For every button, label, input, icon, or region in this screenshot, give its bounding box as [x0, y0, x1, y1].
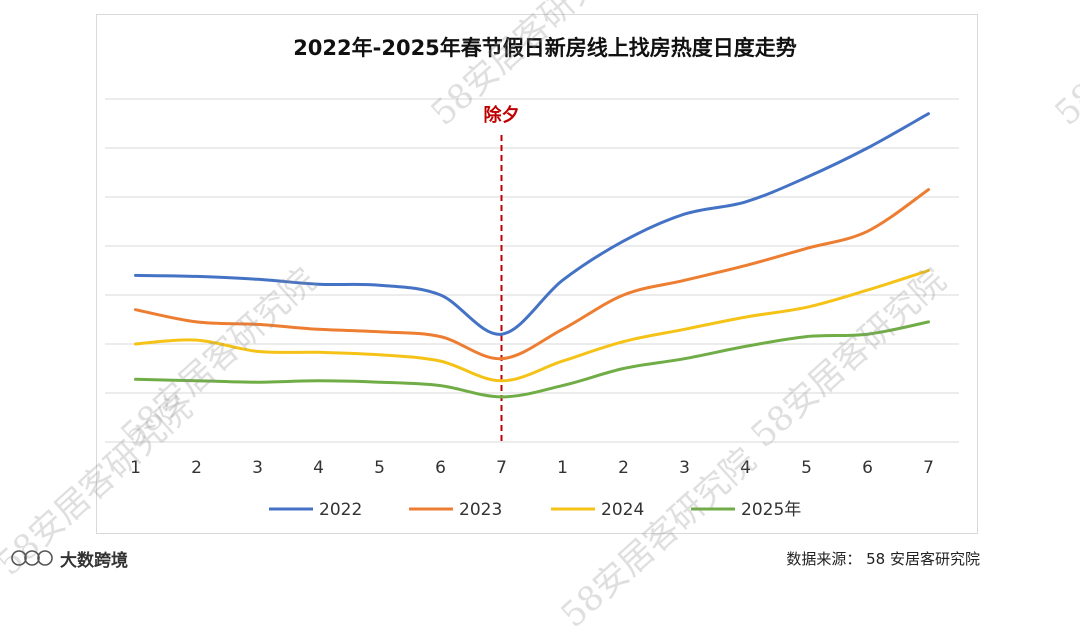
- x-tick-label: 7: [496, 458, 507, 478]
- series-line-2024: [134, 269, 930, 383]
- x-tick-label: 6: [435, 458, 446, 478]
- grid-lines: [105, 98, 959, 443]
- x-tick-label: 2: [618, 458, 629, 478]
- annotation: 除夕: [484, 104, 520, 442]
- x-tick-label: 5: [374, 458, 385, 478]
- x-tick-label: 2: [191, 458, 202, 478]
- mic-logo-icon: [11, 550, 53, 566]
- series-line-2022: [134, 112, 930, 336]
- chart-card: 2022年-2025年春节假日新房线上找房热度日度走势 除夕 1 2 3 4 5 6 7 1 2…: [96, 14, 978, 534]
- x-tick-label: 1: [557, 458, 568, 478]
- series-line-2023: [134, 188, 930, 361]
- brand-name: 大数跨境: [60, 550, 128, 571]
- brand-logo: 大数跨境: [10, 547, 128, 571]
- x-tick-label: 4: [740, 458, 751, 478]
- chart-title: 2022年-2025年春节假日新房线上找房热度日度走势: [293, 36, 797, 60]
- x-tick-label: 1: [130, 458, 141, 478]
- watermark: 58安居客研究院: [1047, 0, 1080, 134]
- x-tick-label: 6: [862, 458, 873, 478]
- eve-marker-label: 除夕: [484, 104, 520, 126]
- legend-label: 2023: [459, 500, 502, 520]
- legend: 2022 2023 2024 2025年: [269, 500, 801, 520]
- x-tick-label: 3: [679, 458, 690, 478]
- series-lines: [134, 112, 930, 399]
- x-axis-ticks: 1 2 3 4 5 6 7 1 2 3 4 5 6 7: [130, 458, 934, 478]
- x-tick-label: 3: [252, 458, 263, 478]
- x-tick-label: 5: [801, 458, 812, 478]
- legend-label: 2025年: [741, 500, 801, 520]
- line-chart: 2022年-2025年春节假日新房线上找房热度日度走势 除夕 1 2 3 4 5 6 7 1 2…: [105, 36, 959, 520]
- legend-label: 2024: [601, 500, 644, 520]
- data-source: 数据来源： 58 安居客研究院: [786, 550, 980, 568]
- series-line-2025年: [134, 320, 930, 399]
- x-tick-label: 7: [923, 458, 934, 478]
- legend-label: 2022: [319, 500, 362, 520]
- x-tick-label: 4: [313, 458, 324, 478]
